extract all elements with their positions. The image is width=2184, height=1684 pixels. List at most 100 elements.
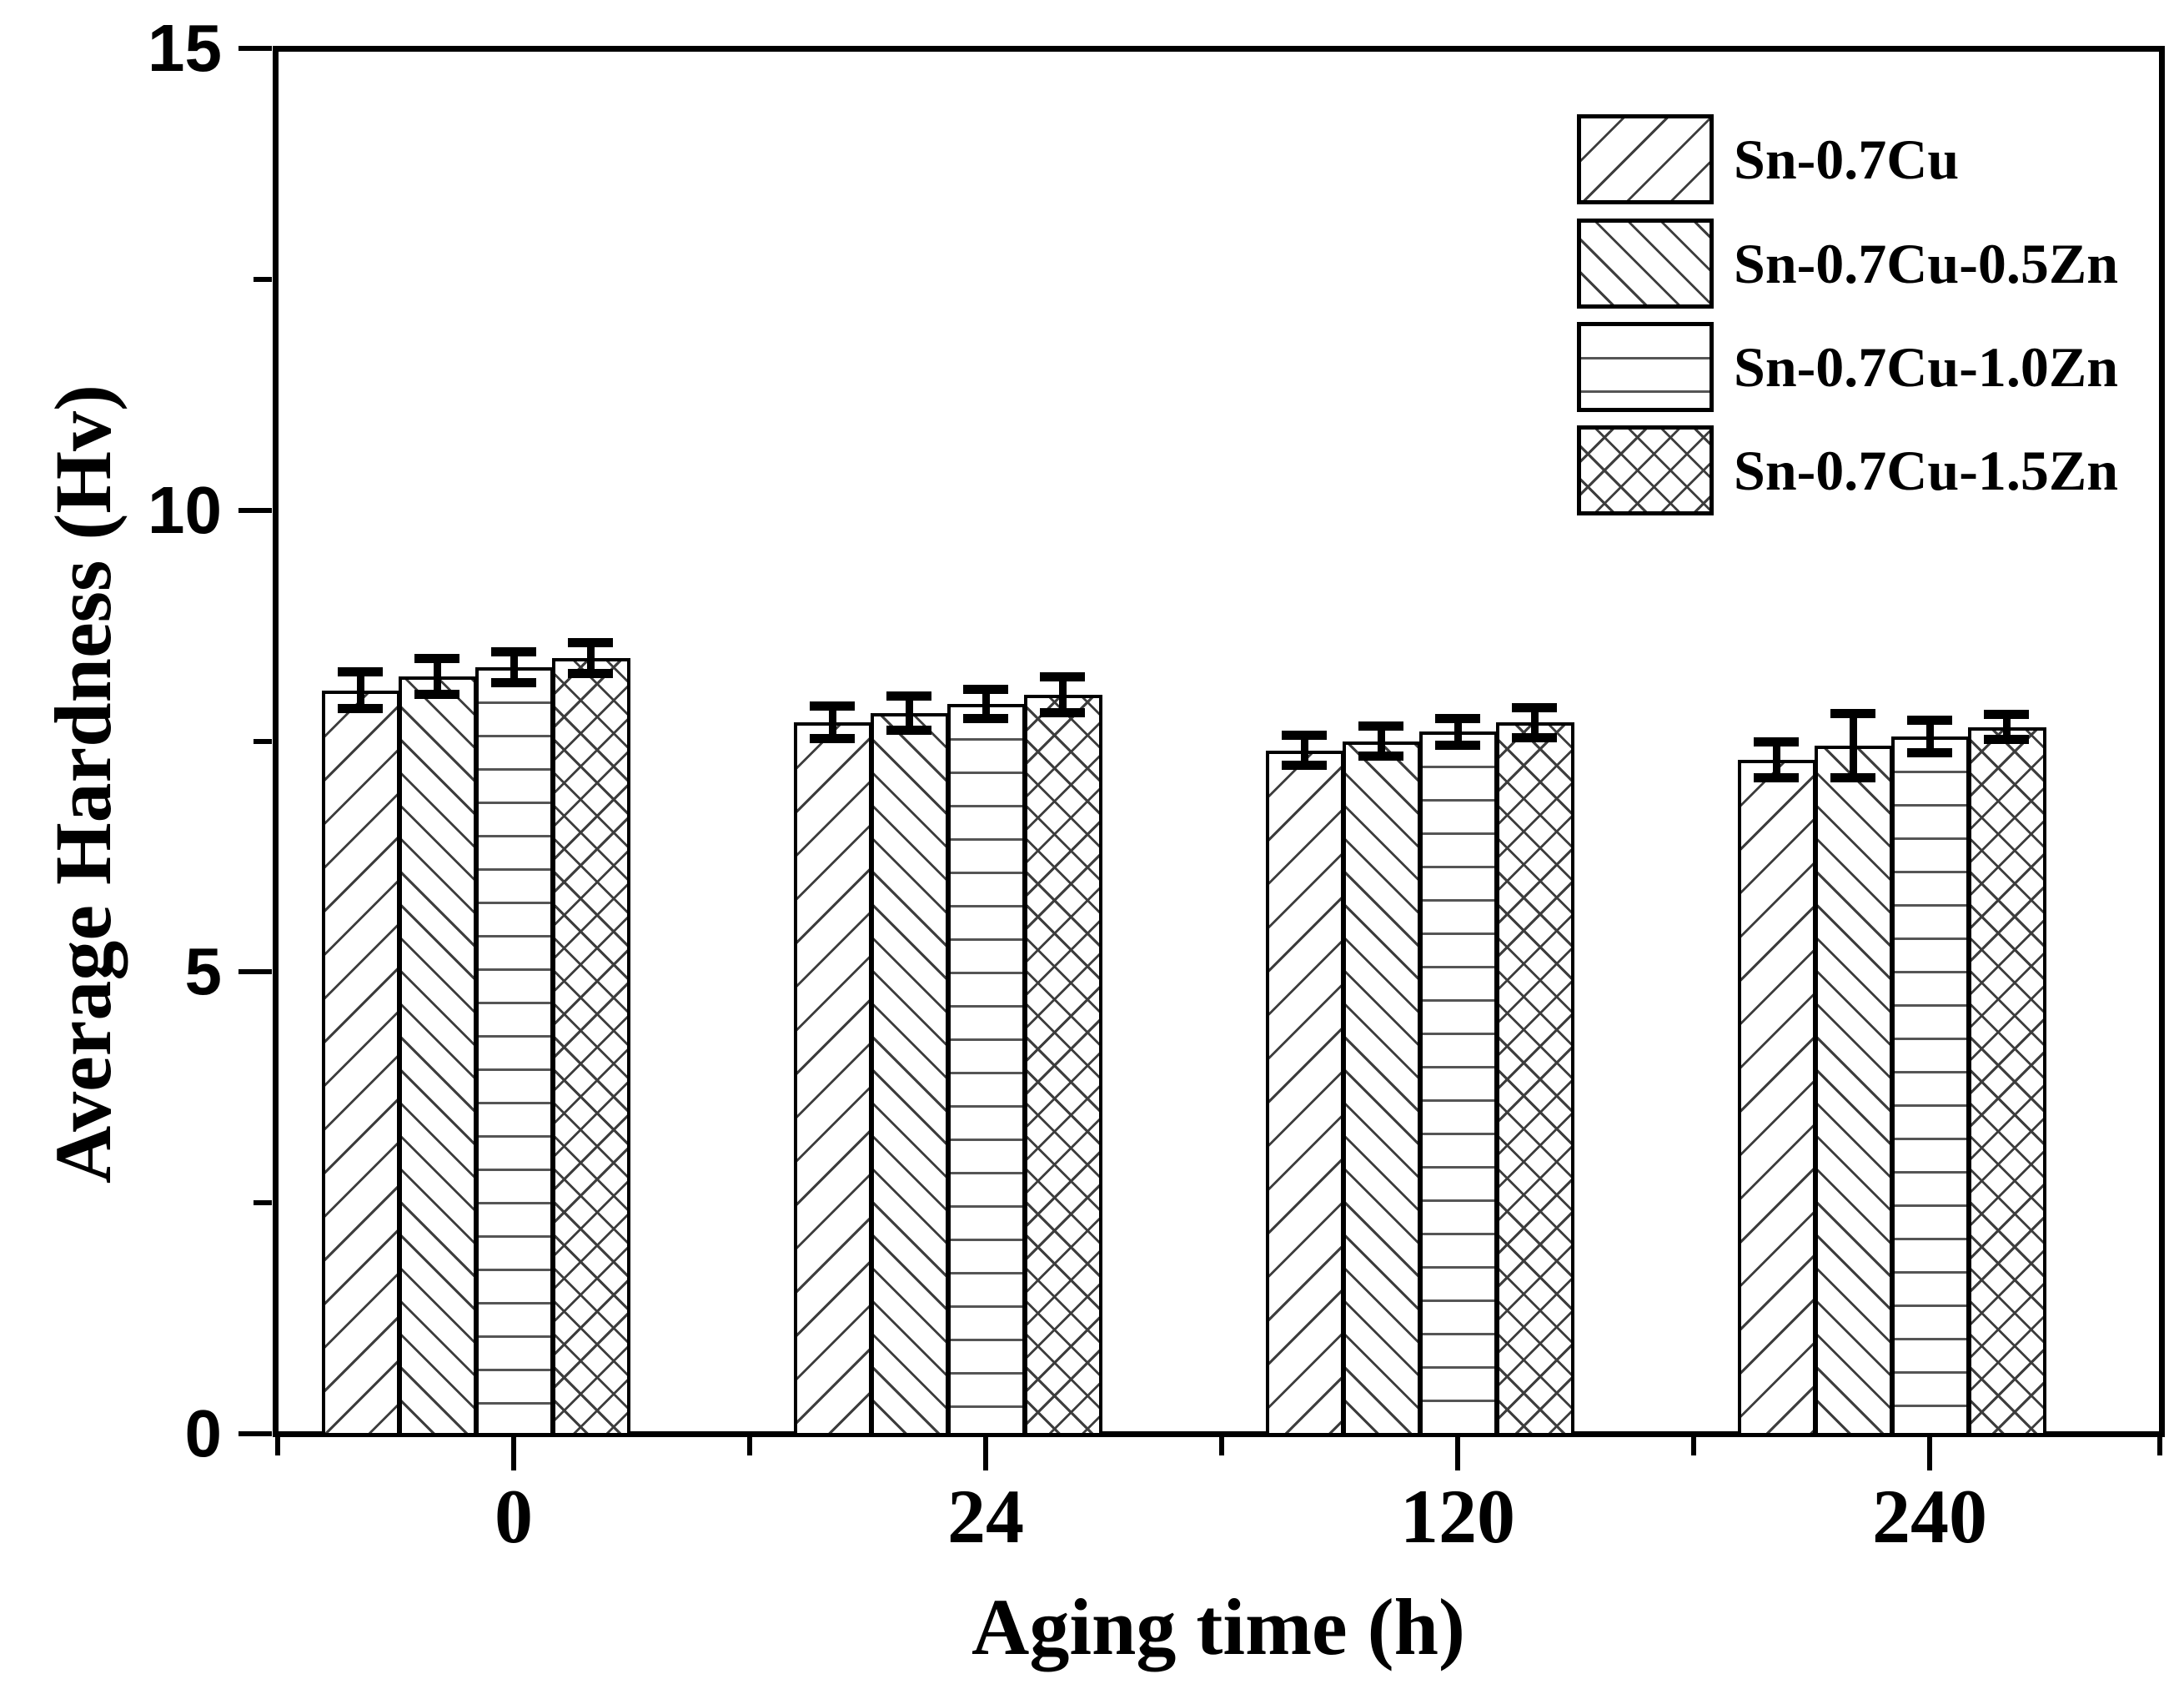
x-tick-label: 24: [947, 1474, 1024, 1559]
error-bar: [1454, 717, 1462, 746]
error-bar-cap: [1282, 761, 1327, 771]
bar-Sn-0.7Cu-1.0Zn-0h: [475, 666, 554, 1436]
legend-swatch-Sn-0.7Cu-1.5Zn: [1577, 425, 1714, 515]
error-bar-cap: [886, 726, 931, 736]
error-bar-cap: [338, 703, 383, 713]
y-axis-title: Average Hardness (Hv): [38, 384, 128, 1184]
error-bar-cap: [1754, 772, 1799, 782]
error-bar: [1378, 725, 1385, 757]
y-minor-tick: [254, 276, 272, 282]
bar-Sn-0.7Cu-240h: [1738, 759, 1816, 1436]
error-bar-cap: [1984, 710, 2029, 720]
error-bar-cap: [1907, 716, 1952, 726]
error-bar-cap: [1435, 741, 1480, 751]
x-minor-tick: [1691, 1437, 1696, 1455]
bar-Sn-0.7Cu-1.5Zn-240h: [1968, 726, 2046, 1436]
error-bar: [1773, 741, 1780, 778]
bar-Sn-0.7Cu-120h: [1266, 750, 1344, 1436]
error-bar: [357, 671, 364, 709]
x-major-tick: [1927, 1437, 1932, 1470]
x-major-tick: [983, 1437, 988, 1470]
error-bar-cap: [1282, 730, 1327, 740]
bar-Sn-0.7Cu-0.5Zn-24h: [871, 713, 949, 1436]
bar-Sn-0.7Cu-0.5Zn-240h: [1815, 746, 1893, 1436]
bar-Sn-0.7Cu-1.5Zn-120h: [1496, 722, 1574, 1436]
error-bar-cap: [1512, 733, 1557, 743]
plot-area: [273, 46, 2165, 1437]
error-bar: [1059, 676, 1067, 714]
error-bar: [2003, 714, 2011, 741]
error-bar-cap: [1512, 702, 1557, 712]
error-bar-cap: [338, 667, 383, 677]
error-bar: [587, 642, 595, 674]
legend-label-Sn-0.7Cu-0.5Zn: Sn-0.7Cu-0.5Zn: [1734, 232, 2119, 295]
x-minor-tick: [2157, 1437, 2162, 1455]
bar-Sn-0.7Cu-1.0Zn-24h: [947, 704, 1026, 1436]
bar-Sn-0.7Cu-24h: [794, 722, 872, 1436]
error-bar-cap: [963, 685, 1008, 695]
error-bar: [434, 657, 441, 696]
error-bar-cap: [1830, 772, 1875, 782]
error-bar-cap: [491, 677, 536, 687]
legend-label-Sn-0.7Cu: Sn-0.7Cu: [1734, 128, 1960, 191]
error-bar-cap: [1358, 721, 1403, 731]
error-bar: [829, 706, 836, 740]
y-major-tick: [238, 46, 272, 51]
error-bar-cap: [568, 668, 613, 678]
bar-Sn-0.7Cu-1.5Zn-24h: [1024, 695, 1102, 1436]
error-bar-cap: [414, 690, 459, 700]
legend-swatch-Sn-0.7Cu-1.0Zn: [1577, 322, 1714, 412]
legend-swatch-Sn-0.7Cu-0.5Zn: [1577, 219, 1714, 309]
bar-Sn-0.7Cu-1.0Zn-120h: [1419, 731, 1498, 1436]
legend-swatch-Sn-0.7Cu: [1577, 114, 1714, 204]
error-bar-cap: [491, 647, 536, 657]
legend-label-Sn-0.7Cu-1.5Zn: Sn-0.7Cu-1.5Zn: [1734, 439, 2119, 502]
bar-Sn-0.7Cu-1.5Zn-0h: [552, 657, 630, 1436]
error-bar-cap: [568, 638, 613, 647]
x-minor-tick: [275, 1437, 280, 1455]
x-tick-label: 0: [495, 1474, 533, 1559]
error-bar-cap: [1830, 709, 1875, 719]
y-major-tick: [238, 507, 272, 513]
x-tick-label: 120: [1400, 1474, 1515, 1559]
y-major-tick: [238, 969, 272, 975]
y-major-tick: [238, 1431, 272, 1436]
error-bar-cap: [810, 734, 855, 744]
error-bar-cap: [1040, 708, 1085, 718]
error-bar: [1850, 713, 1857, 778]
error-bar-cap: [1984, 735, 2029, 745]
y-tick-label: 0: [184, 1396, 223, 1470]
bar-Sn-0.7Cu-0.5Zn-0h: [399, 676, 477, 1436]
y-minor-tick: [254, 738, 272, 744]
error-bar: [510, 651, 518, 683]
bar-Sn-0.7Cu-0.5Zn-120h: [1343, 741, 1421, 1436]
error-bar-cap: [1358, 752, 1403, 762]
bar-Sn-0.7Cu-1.0Zn-240h: [1891, 736, 1970, 1436]
x-minor-tick: [747, 1437, 752, 1455]
error-bar-cap: [1907, 747, 1952, 757]
error-bar-cap: [963, 713, 1008, 723]
error-bar-cap: [1754, 736, 1799, 746]
error-bar-cap: [886, 691, 931, 701]
x-major-tick: [1455, 1437, 1460, 1470]
legend-label-Sn-0.7Cu-1.0Zn: Sn-0.7Cu-1.0Zn: [1734, 335, 2119, 399]
error-bar: [1531, 706, 1539, 739]
error-bar-cap: [810, 701, 855, 711]
error-bar: [906, 696, 913, 731]
x-minor-tick: [1219, 1437, 1224, 1455]
y-minor-tick: [254, 1200, 272, 1206]
error-bar-cap: [1435, 713, 1480, 723]
error-bar: [1926, 720, 1934, 753]
error-bar: [1301, 734, 1308, 767]
error-bar-cap: [414, 653, 459, 663]
y-tick-label: 10: [148, 472, 222, 547]
y-tick-label: 15: [148, 11, 222, 85]
error-bar: [982, 689, 990, 719]
x-axis-title: Aging time (h): [972, 1581, 1465, 1671]
x-major-tick: [511, 1437, 516, 1470]
bar-Sn-0.7Cu-0h: [322, 690, 400, 1436]
y-tick-label: 5: [184, 934, 223, 1009]
error-bar-cap: [1040, 671, 1085, 681]
x-tick-label: 240: [1872, 1474, 1987, 1559]
